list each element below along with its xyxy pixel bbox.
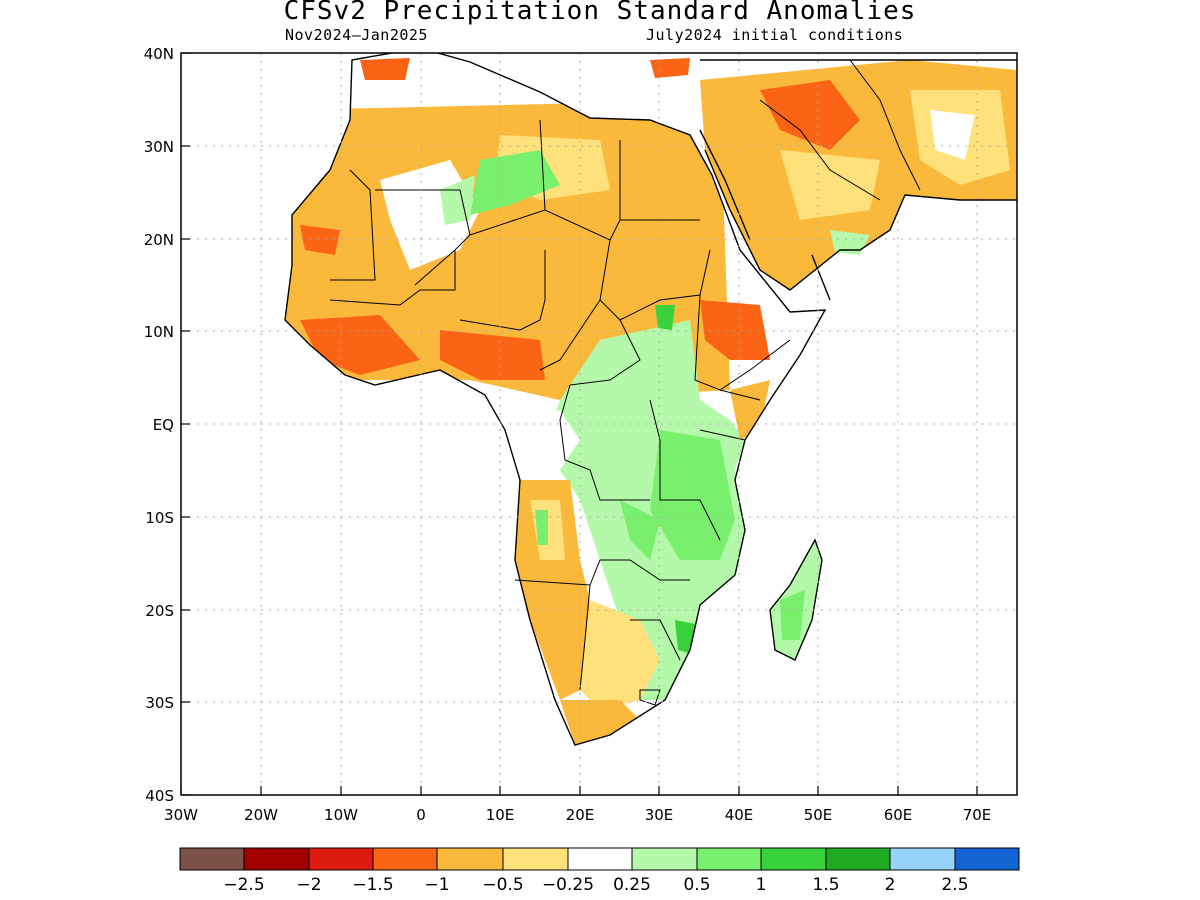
anomaly-shading-africa bbox=[285, 100, 770, 745]
map-title: CFSv2 Precipitation Standard Anomalies bbox=[283, 0, 917, 26]
lon-label-10W: 10W bbox=[324, 806, 358, 824]
lon-label-60E: 60E bbox=[884, 806, 913, 824]
lat-label-40S: 40S bbox=[145, 787, 174, 805]
colorbar-swatch-9 bbox=[696, 847, 762, 871]
colorbar-swatch-4 bbox=[372, 847, 438, 871]
colorbar-swatch-5 bbox=[436, 847, 504, 871]
colorbar-label: 0.25 bbox=[613, 875, 651, 895]
anomaly-shading-asia bbox=[360, 58, 1017, 290]
colorbar-swatch-7 bbox=[567, 847, 633, 871]
lon-label-0: 0 bbox=[416, 806, 426, 824]
colorbar: −2.5 −2 −1.5 −1 −0.5 −0.25 0.25 0.5 1 1.… bbox=[179, 847, 1020, 895]
longitude-axis: 30W 20W 10W 0 10E 20E 30E 40E 50E 60E 70… bbox=[164, 786, 991, 824]
colorbar-swatch-8 bbox=[631, 847, 698, 871]
lat-label-10S: 10S bbox=[145, 509, 174, 527]
lat-label-40N: 40N bbox=[144, 45, 174, 63]
colorbar-swatch-10 bbox=[760, 847, 827, 871]
colorbar-label: 0.5 bbox=[683, 875, 710, 895]
coastlines bbox=[284, 53, 1017, 746]
lat-label-20N: 20N bbox=[144, 231, 174, 249]
colorbar-swatch-13 bbox=[954, 847, 1020, 871]
lat-label-eq: EQ bbox=[153, 416, 174, 434]
lon-label-70E: 70E bbox=[963, 806, 992, 824]
colorbar-label: −0.5 bbox=[482, 875, 523, 895]
colorbar-label: −1 bbox=[424, 875, 449, 895]
lon-label-50E: 50E bbox=[804, 806, 833, 824]
colorbar-label: −2.5 bbox=[223, 875, 264, 895]
colorbar-swatch-3 bbox=[308, 847, 374, 871]
colorbar-label: 2.5 bbox=[941, 875, 968, 895]
colorbar-swatch-11 bbox=[825, 847, 891, 871]
lon-label-10E: 10E bbox=[486, 806, 515, 824]
colorbar-swatch-1 bbox=[179, 847, 245, 871]
colorbar-label: 2 bbox=[885, 875, 896, 895]
forecast-period: Nov2024–Jan2025 bbox=[285, 26, 428, 44]
colorbar-swatch-2 bbox=[243, 847, 310, 871]
colorbar-label: −2 bbox=[296, 875, 321, 895]
lat-label-10N: 10N bbox=[144, 323, 174, 341]
colorbar-label: 1 bbox=[756, 875, 767, 895]
madagascar-shading bbox=[770, 540, 822, 660]
lon-label-20E: 20E bbox=[566, 806, 595, 824]
lat-label-30N: 30N bbox=[144, 138, 174, 156]
country-borders bbox=[329, 59, 921, 706]
lat-label-30S: 30S bbox=[145, 694, 174, 712]
latitude-axis: 40N 30N 20N 10N EQ 10S 20S 30S 40S bbox=[144, 45, 190, 805]
gridlines bbox=[181, 53, 1017, 795]
colorbar-label: 1.5 bbox=[812, 875, 839, 895]
lat-label-20S: 20S bbox=[145, 602, 174, 620]
colorbar-label: −0.25 bbox=[542, 875, 594, 895]
initial-conditions: July2024 initial conditions bbox=[646, 26, 904, 44]
colorbar-label: −1.5 bbox=[352, 875, 393, 895]
colorbar-swatch-12 bbox=[889, 847, 956, 871]
lon-label-30E: 30E bbox=[645, 806, 674, 824]
colorbar-swatch-6 bbox=[502, 847, 569, 871]
lon-label-30W: 30W bbox=[164, 806, 198, 824]
lon-label-20W: 20W bbox=[244, 806, 278, 824]
lon-label-40E: 40E bbox=[725, 806, 754, 824]
